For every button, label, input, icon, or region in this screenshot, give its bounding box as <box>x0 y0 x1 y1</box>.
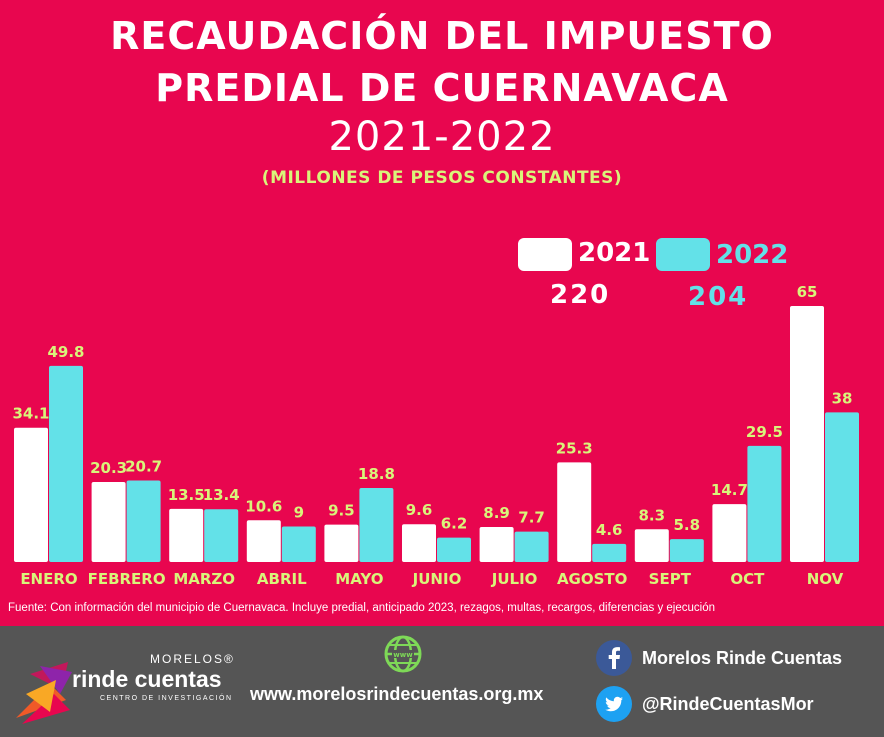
bar-abril-2022 <box>281 526 316 562</box>
bar-febrero-2022 <box>126 480 161 562</box>
bar-agosto-2021 <box>557 462 592 562</box>
data-label-junio-2021: 9.6 <box>406 501 433 519</box>
data-label-agosto-2021: 25.3 <box>556 439 593 457</box>
data-label-julio-2022: 7.7 <box>518 509 545 527</box>
data-label-marzo-2021: 13.5 <box>168 486 205 504</box>
category-label-agosto: AGOSTO <box>557 570 627 588</box>
data-label-nov-2022: 38 <box>832 389 853 407</box>
category-label-junio: JUNIO <box>412 570 462 588</box>
data-label-agosto-2022: 4.6 <box>596 521 623 539</box>
legend-total-2022: 204 <box>688 282 749 312</box>
bar-oct-2021 <box>712 504 747 562</box>
logo-text-main: rinde cuentas <box>72 666 222 692</box>
title-line-2: PREDIAL DE CUERNAVACA <box>155 66 729 110</box>
data-label-enero-2022: 49.8 <box>47 343 84 361</box>
legend-swatch-2022 <box>656 238 710 271</box>
bar-sept-2021 <box>634 529 669 562</box>
data-label-sept-2021: 8.3 <box>639 506 666 524</box>
data-label-oct-2021: 14.7 <box>711 481 748 499</box>
bar-julio-2022 <box>514 531 549 562</box>
twitter-icon[interactable] <box>596 686 632 722</box>
data-label-abril-2022: 9 <box>294 504 304 522</box>
category-label-nov: NOV <box>807 570 844 588</box>
legend-label-2021: 2021 <box>578 238 651 268</box>
svg-text:www: www <box>393 651 413 659</box>
category-label-febrero: FEBRERO <box>88 570 166 588</box>
bar-febrero-2021 <box>91 482 126 562</box>
category-label-enero: ENERO <box>20 570 77 588</box>
data-label-mayo-2022: 18.8 <box>358 465 395 483</box>
category-label-mayo: MAYO <box>335 570 383 588</box>
bar-chart: 34.1 49.8 ENERO 20.320.7 FEBRERO 13.513.4 MARZ… <box>12 283 859 588</box>
title-line-1: RECAUDACIÓN DEL IMPUESTO <box>110 14 774 58</box>
website-link[interactable]: www.morelosrindecuentas.org.mx <box>250 684 544 704</box>
data-label-sept-2022: 5.8 <box>674 516 701 534</box>
bar-marzo-2022 <box>204 509 239 562</box>
bar-mayo-2022 <box>359 487 394 562</box>
data-label-oct-2022: 29.5 <box>746 423 783 441</box>
data-label-mayo-2021: 9.5 <box>328 502 355 520</box>
title-line-3: 2021-2022 <box>328 114 556 160</box>
data-label-junio-2022: 6.2 <box>441 515 468 533</box>
category-label-sept: SEPT <box>649 570 692 588</box>
twitter-link[interactable]: @RindeCuentasMor <box>642 694 814 714</box>
globe-icon: www <box>384 635 422 673</box>
bar-oct-2022 <box>747 445 782 562</box>
data-label-febrero-2022: 20.7 <box>125 457 162 475</box>
category-label-abril: ABRIL <box>257 570 307 588</box>
bar-enero-2021 <box>14 427 48 562</box>
bar-junio-2022 <box>437 537 471 562</box>
legend-swatch-2021 <box>518 238 572 271</box>
legend-total-2021: 220 <box>550 280 611 310</box>
data-label-febrero-2021: 20.3 <box>90 459 127 477</box>
bar-nov-2022 <box>825 412 859 562</box>
legend-label-2022: 2022 <box>716 240 789 270</box>
bar-agosto-2022 <box>592 543 627 562</box>
logo-text-sub: CENTRO DE INVESTIGACIÓN <box>100 695 233 702</box>
data-label-marzo-2022: 13.4 <box>203 486 240 504</box>
bar-nov-2021 <box>790 306 824 562</box>
data-label-julio-2021: 8.9 <box>483 504 510 522</box>
source-note: Fuente: Con información del municipio de… <box>8 602 716 614</box>
bar-marzo-2021 <box>169 508 204 562</box>
logo-text-top: MORELOS® <box>150 652 235 666</box>
bar-abril-2021 <box>246 520 281 562</box>
footer: MORELOS® rinde cuentas CENTRO DE INVESTI… <box>0 626 884 737</box>
facebook-icon[interactable] <box>596 640 632 676</box>
bar-mayo-2021 <box>324 524 359 562</box>
data-label-enero-2021: 34.1 <box>12 405 49 423</box>
chart-subtitle: (MILLONES DE PESOS CONSTANTES) <box>261 168 623 188</box>
bar-enero-2022 <box>49 365 83 562</box>
logo-mark-icon <box>16 662 72 724</box>
bar-sept-2022 <box>669 539 704 562</box>
category-label-julio: JULIO <box>491 570 538 588</box>
category-label-marzo: MARZO <box>173 570 235 588</box>
data-label-abril-2021: 10.6 <box>245 497 282 515</box>
category-label-oct: OCT <box>730 570 765 588</box>
facebook-link[interactable]: Morelos Rinde Cuentas <box>642 648 843 668</box>
bar-junio-2021 <box>402 524 436 562</box>
data-label-nov-2021: 65 <box>797 283 818 301</box>
bar-julio-2021 <box>479 526 514 562</box>
